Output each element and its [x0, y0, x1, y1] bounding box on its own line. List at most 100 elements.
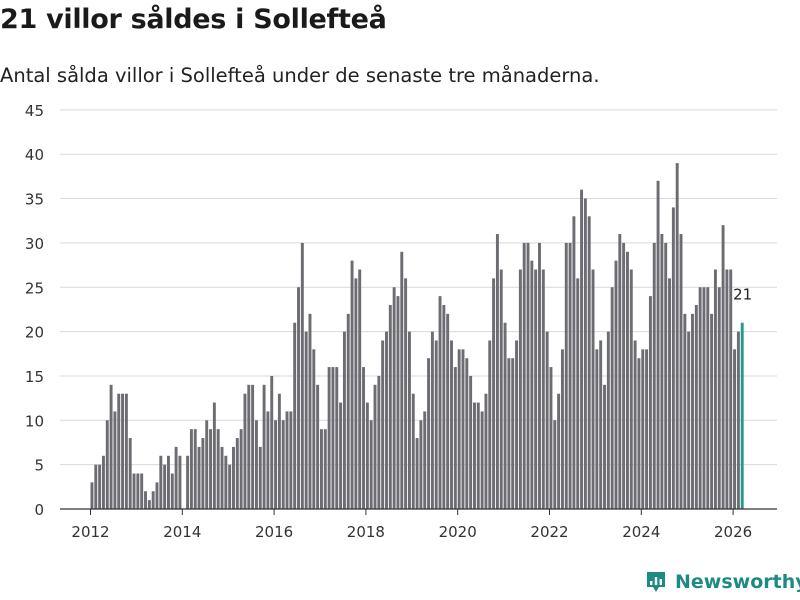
bar — [629, 269, 633, 509]
bar — [113, 411, 117, 509]
x-tick-label: 2018 — [347, 523, 385, 541]
bar — [438, 296, 442, 509]
x-tick-label: 2014 — [163, 523, 201, 541]
x-axis: 2012 2014 2016 2018 2020 2022 2024 2026 — [60, 508, 777, 541]
bar — [698, 287, 702, 509]
bar — [549, 367, 553, 509]
bar — [304, 331, 308, 509]
bar — [281, 420, 285, 509]
bar — [144, 491, 147, 509]
bar — [580, 189, 584, 509]
bar — [105, 420, 109, 509]
bar — [186, 455, 190, 509]
bar — [473, 402, 476, 509]
bar — [453, 367, 457, 509]
bar — [101, 455, 105, 509]
bar — [538, 242, 541, 509]
bar — [342, 331, 346, 509]
bar — [392, 287, 396, 509]
x-tick-label: 2012 — [71, 523, 109, 541]
bar — [239, 429, 243, 509]
bar — [545, 331, 549, 509]
bar — [121, 393, 125, 509]
bar — [243, 393, 247, 509]
bar — [128, 438, 132, 509]
bar — [197, 446, 201, 509]
bar — [702, 287, 706, 509]
bar — [736, 331, 740, 509]
bar — [610, 287, 614, 509]
bar — [492, 278, 496, 509]
bar — [396, 296, 400, 509]
bar — [553, 420, 557, 509]
bar — [568, 242, 572, 509]
x-tick-label: 2022 — [530, 523, 568, 541]
bar — [637, 358, 641, 509]
bar — [729, 269, 733, 509]
bar — [461, 349, 465, 509]
bar — [560, 349, 564, 509]
bar — [151, 491, 155, 509]
y-tick-label: 20 — [25, 324, 44, 342]
bar — [725, 269, 729, 509]
bar — [331, 367, 335, 509]
bar — [427, 358, 431, 509]
bar — [488, 340, 492, 509]
bar — [683, 313, 687, 509]
bar — [603, 384, 606, 509]
bar — [224, 455, 228, 509]
bar — [518, 269, 522, 509]
bar — [664, 242, 668, 509]
bar — [201, 438, 205, 509]
bar — [163, 464, 167, 509]
bar — [442, 304, 446, 509]
bar — [526, 242, 530, 509]
x-tick-label: 2020 — [439, 523, 477, 541]
bar — [266, 411, 270, 509]
bar — [407, 331, 411, 509]
bar — [323, 429, 327, 509]
bar — [675, 163, 679, 509]
bar — [450, 340, 453, 509]
bar — [178, 455, 182, 509]
y-tick-label: 35 — [25, 191, 44, 209]
y-tick-label: 15 — [25, 368, 44, 386]
bar — [557, 393, 561, 509]
y-tick-label: 10 — [25, 412, 44, 430]
bar — [362, 367, 365, 509]
bar — [155, 482, 159, 509]
bar — [717, 287, 721, 509]
bar — [484, 393, 488, 509]
bar — [377, 375, 381, 509]
bar — [515, 340, 518, 509]
bar — [358, 269, 362, 509]
bar — [258, 446, 262, 509]
x-tick-label: 2016 — [255, 523, 293, 541]
bar — [430, 331, 434, 509]
bar — [495, 234, 499, 509]
bar — [216, 429, 220, 509]
bar — [530, 260, 534, 509]
bar — [595, 349, 599, 509]
bar — [404, 278, 408, 509]
bar — [423, 411, 427, 509]
y-tick-label: 45 — [25, 102, 44, 120]
bar — [147, 500, 151, 509]
bar — [564, 242, 568, 509]
bar — [679, 234, 683, 509]
bar — [713, 269, 717, 509]
bar — [316, 384, 320, 509]
bar — [691, 313, 694, 509]
bar — [469, 375, 473, 509]
bar — [235, 438, 239, 509]
bar — [400, 251, 404, 509]
y-axis-tick-labels: 0 5 10 15 20 25 30 35 40 45 — [25, 102, 44, 519]
bar — [209, 429, 212, 509]
highlight-label: 21 — [733, 286, 752, 304]
bar — [671, 207, 675, 510]
bar — [365, 402, 369, 509]
bar — [297, 287, 300, 509]
bar — [193, 429, 197, 509]
bar — [274, 420, 278, 509]
bar — [289, 411, 293, 509]
